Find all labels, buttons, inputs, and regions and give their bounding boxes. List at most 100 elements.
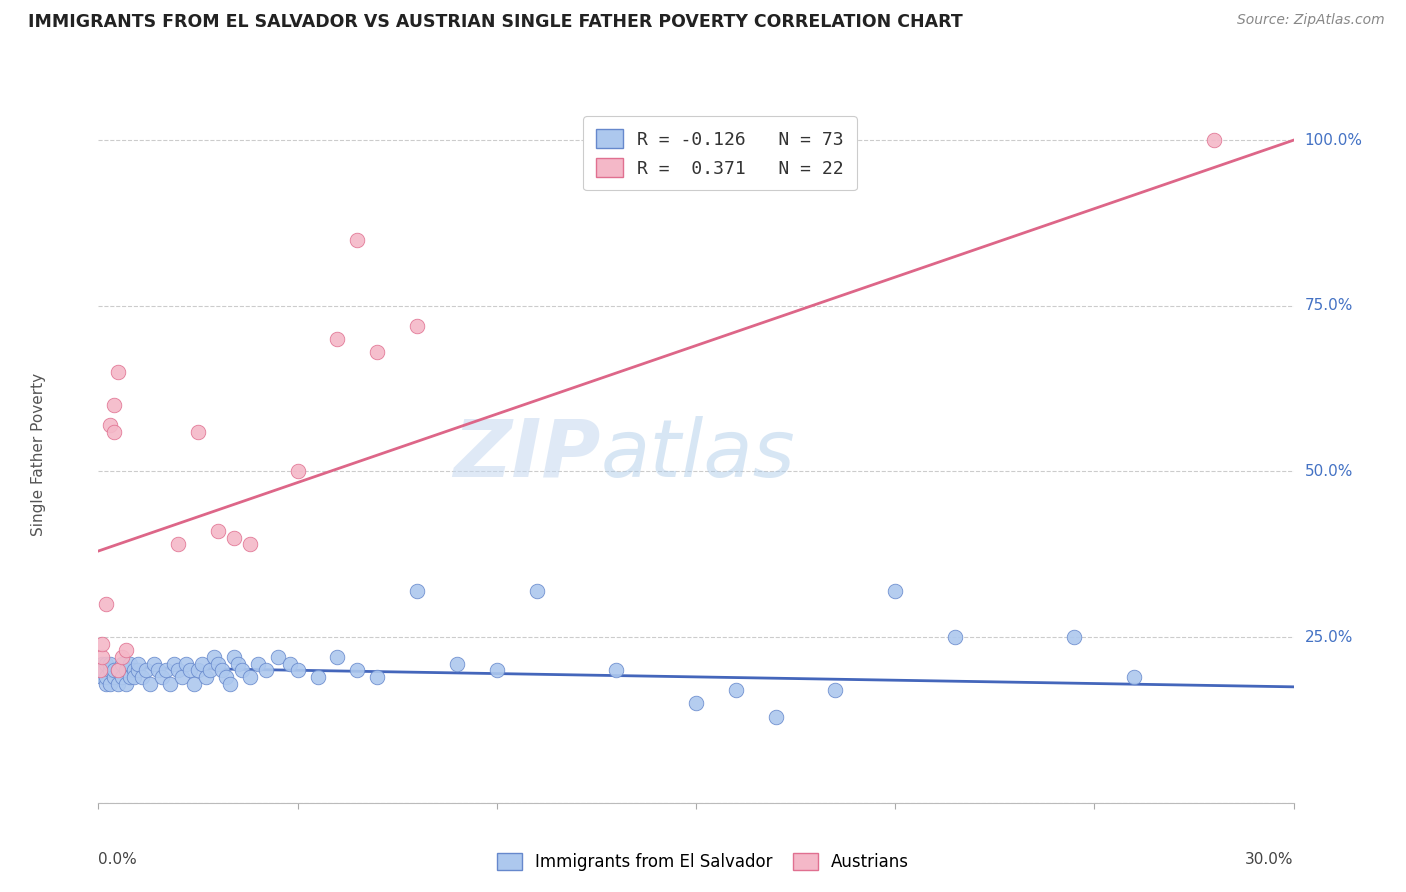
Point (103, 663, 125, 677)
Point (159, 676, 181, 690)
Point (91, 650, 114, 665)
Point (111, 670, 134, 684)
Point (211, 663, 233, 677)
Point (98, 676, 122, 690)
Point (96, 597, 118, 611)
Point (202, 650, 225, 665)
Point (183, 676, 205, 690)
Point (96, 676, 118, 690)
Text: atlas: atlas (600, 416, 796, 494)
Point (685, 697, 707, 711)
Point (824, 683, 846, 698)
Point (98, 657, 122, 671)
Point (120, 657, 142, 671)
Point (239, 537, 262, 551)
Point (1123, 670, 1146, 684)
Point (127, 657, 149, 671)
Point (526, 583, 548, 598)
Point (120, 670, 142, 684)
Point (98, 663, 122, 677)
Point (143, 657, 166, 671)
Point (226, 657, 249, 671)
Point (187, 663, 209, 677)
Point (765, 709, 787, 723)
Point (89, 663, 111, 677)
Text: 75.0%: 75.0% (1305, 298, 1353, 313)
Text: 30.0%: 30.0% (1246, 852, 1294, 866)
Point (239, 670, 262, 684)
Point (148, 663, 170, 677)
Point (326, 650, 349, 665)
Point (111, 650, 134, 665)
Point (1063, 630, 1085, 644)
Point (91, 663, 114, 677)
Point (198, 663, 221, 677)
Point (179, 663, 201, 677)
Point (89, 663, 111, 677)
Point (307, 670, 329, 684)
Point (943, 630, 966, 644)
Point (124, 670, 146, 684)
Point (96, 670, 118, 684)
Point (98, 418, 122, 433)
Point (103, 398, 125, 412)
Point (194, 670, 218, 684)
Point (115, 676, 138, 690)
Point (191, 657, 214, 671)
Point (103, 670, 125, 684)
Point (287, 465, 309, 479)
Point (91, 657, 114, 671)
Point (150, 670, 173, 684)
Point (91, 637, 114, 651)
Point (222, 531, 245, 545)
Point (326, 332, 349, 346)
Point (406, 583, 429, 598)
Point (1202, 133, 1225, 147)
Point (115, 643, 138, 657)
Point (167, 537, 190, 551)
Point (107, 676, 129, 690)
Point (246, 657, 269, 671)
Text: 0.0%: 0.0% (98, 852, 138, 866)
Point (174, 657, 197, 671)
Text: Source: ZipAtlas.com: Source: ZipAtlas.com (1237, 13, 1385, 28)
Point (167, 663, 190, 677)
Point (215, 670, 238, 684)
Point (207, 657, 229, 671)
Point (485, 663, 508, 677)
Point (884, 583, 907, 598)
Text: 50.0%: 50.0% (1305, 464, 1353, 479)
Point (107, 663, 129, 677)
Point (124, 663, 146, 677)
Legend: R = -0.126   N = 73, R =  0.371   N = 22: R = -0.126 N = 73, R = 0.371 N = 22 (583, 116, 856, 190)
Point (96, 657, 118, 671)
Point (222, 650, 245, 665)
Text: 100.0%: 100.0% (1305, 133, 1362, 148)
Point (127, 663, 149, 677)
Point (287, 663, 309, 677)
Point (187, 425, 209, 439)
Point (107, 365, 129, 379)
Point (115, 663, 138, 677)
Point (131, 670, 153, 684)
Point (231, 663, 253, 677)
Text: 25.0%: 25.0% (1305, 630, 1353, 645)
Point (406, 318, 429, 333)
Point (605, 663, 627, 677)
Text: ZIP: ZIP (453, 416, 600, 494)
Point (91, 670, 114, 684)
Point (103, 425, 125, 439)
Point (724, 683, 747, 698)
Point (267, 650, 290, 665)
Point (346, 233, 368, 247)
Point (107, 663, 129, 677)
Point (207, 524, 229, 538)
Point (139, 676, 162, 690)
Point (278, 657, 301, 671)
Point (446, 657, 468, 671)
Point (366, 670, 388, 684)
Text: IMMIGRANTS FROM EL SALVADOR VS AUSTRIAN SINGLE FATHER POVERTY CORRELATION CHART: IMMIGRANTS FROM EL SALVADOR VS AUSTRIAN … (28, 13, 963, 31)
Point (111, 657, 134, 671)
Legend: Immigrants from El Salvador, Austrians: Immigrants from El Salvador, Austrians (488, 845, 918, 880)
Text: Single Father Poverty: Single Father Poverty (31, 374, 46, 536)
